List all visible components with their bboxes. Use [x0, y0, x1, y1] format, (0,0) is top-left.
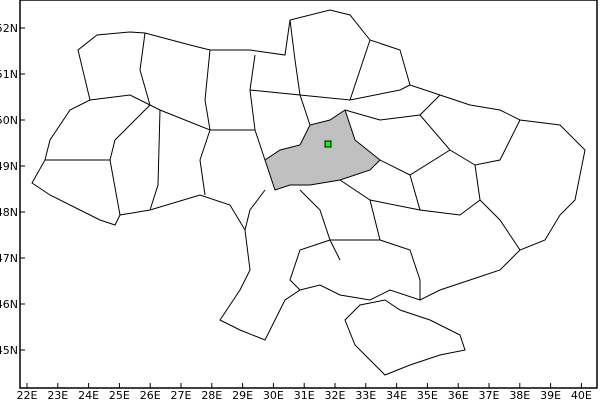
lon-tick-label: 29E	[232, 389, 253, 400]
lon-tick-label: 40E	[571, 389, 592, 400]
crimea-border	[344, 299, 466, 376]
lon-tick-label: 37E	[479, 389, 500, 400]
lon-tick-label: 38E	[509, 389, 530, 400]
lon-tick-label: 26E	[140, 389, 161, 400]
latitude-axis: 52N 51N 50N 49N 48N 47N 46N 45N	[0, 22, 25, 357]
lon-tick-label: 39E	[540, 389, 561, 400]
lat-tick-label: 47N	[0, 252, 18, 265]
map-frame	[19, 0, 598, 389]
lon-tick-label: 34E	[386, 389, 407, 400]
lon-tick-label: 27E	[171, 389, 192, 400]
oblast-borders	[45, 19, 521, 300]
lat-tick-label: 49N	[0, 160, 18, 173]
lat-tick-label: 51N	[0, 68, 18, 81]
lat-tick-label: 46N	[0, 298, 18, 311]
lon-tick-label: 35E	[417, 389, 438, 400]
lon-tick-label: 24E	[78, 389, 99, 400]
lon-tick-label: 30E	[263, 389, 284, 400]
location-marker	[324, 140, 332, 148]
lon-tick-label: 25E	[109, 389, 130, 400]
lon-tick-label: 33E	[355, 389, 376, 400]
lat-tick-label: 52N	[0, 22, 18, 35]
lon-tick-label: 23E	[47, 389, 68, 400]
lon-tick-label: 22E	[17, 389, 38, 400]
longitude-axis: 22E 23E 24E 25E 26E 27E 28E 29E 30E 31E 32E 33E 34E 3…	[17, 383, 592, 402]
highlighted-region-cherkasy	[264, 109, 381, 191]
lon-tick-label: 31E	[294, 389, 315, 400]
lat-tick-label: 48N	[0, 206, 18, 219]
lon-tick-label: 28E	[201, 389, 222, 400]
region-borders	[31, 9, 586, 376]
lon-tick-label: 36E	[448, 389, 469, 400]
lon-tick-label: 32E	[325, 389, 346, 400]
lat-tick-label: 50N	[0, 114, 18, 127]
country-border	[31, 9, 586, 341]
lat-tick-label: 45N	[0, 344, 18, 357]
